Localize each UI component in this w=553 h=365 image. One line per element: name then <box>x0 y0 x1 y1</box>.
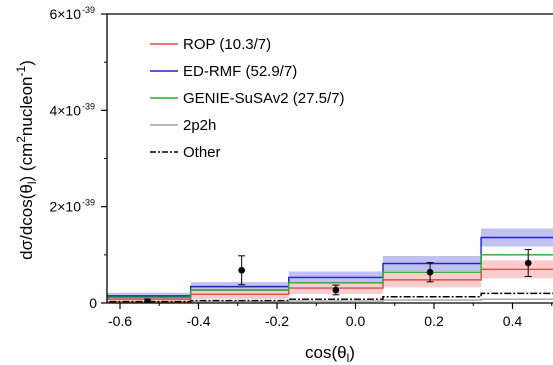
data-point-2 <box>332 286 340 294</box>
series-line-0 <box>107 268 553 300</box>
y-tick-label-3: 6×10 <box>49 6 81 22</box>
y-tick-label-2: 4×10 <box>49 102 81 118</box>
x-axis-title: cos(θl) <box>305 343 355 365</box>
data-point-1 <box>238 266 245 274</box>
series-line-3 <box>107 298 553 303</box>
legend: ROP (10.3/7) ED-RMF (52.9/7) GENIE-SuSAv2 … <box>150 36 344 161</box>
x-tick-label-3: 0.0 <box>346 313 366 329</box>
y-tick-exponent-2: -39 <box>82 101 95 111</box>
legend-label-2: GENIE-SuSAv2 (27.5/7) <box>183 90 344 107</box>
data-points <box>143 249 532 303</box>
series-line-4 <box>107 292 553 303</box>
y-tick-label-0: 0 <box>89 295 97 311</box>
y-tick-label-1: 2×10 <box>49 199 81 215</box>
y-tick-exponent-3: -39 <box>82 5 95 15</box>
x-ticks: -0.6-0.4-0.20.00.20.40.60.8 <box>108 303 553 329</box>
legend-label-0: ROP (10.3/7) <box>183 36 271 53</box>
data-point-0 <box>144 298 151 303</box>
y-ticks: 02×10 -394×10 -396×10 -39 <box>49 5 107 311</box>
data-point-3 <box>426 268 434 276</box>
x-tick-label-4: 0.2 <box>424 313 444 329</box>
y-axis-title: dσ/dcos(θl) (cm2nucleon-1) <box>14 60 39 260</box>
axes <box>106 13 553 304</box>
data-point-4 <box>524 259 532 267</box>
x-tick-label-5: 0.4 <box>503 313 523 329</box>
uncertainty-bands <box>107 228 553 303</box>
legend-label-1: ED-RMF (52.9/7) <box>183 63 297 80</box>
x-tick-label-2: -0.2 <box>265 313 289 329</box>
x-tick-label-1: -0.4 <box>186 313 210 329</box>
series-line-1 <box>107 236 553 297</box>
legend-label-4: Other <box>183 144 221 161</box>
legend-label-3: 2p2h <box>183 117 216 134</box>
y-tick-exponent-1: -39 <box>82 198 95 208</box>
x-tick-label-0: -0.6 <box>108 313 132 329</box>
